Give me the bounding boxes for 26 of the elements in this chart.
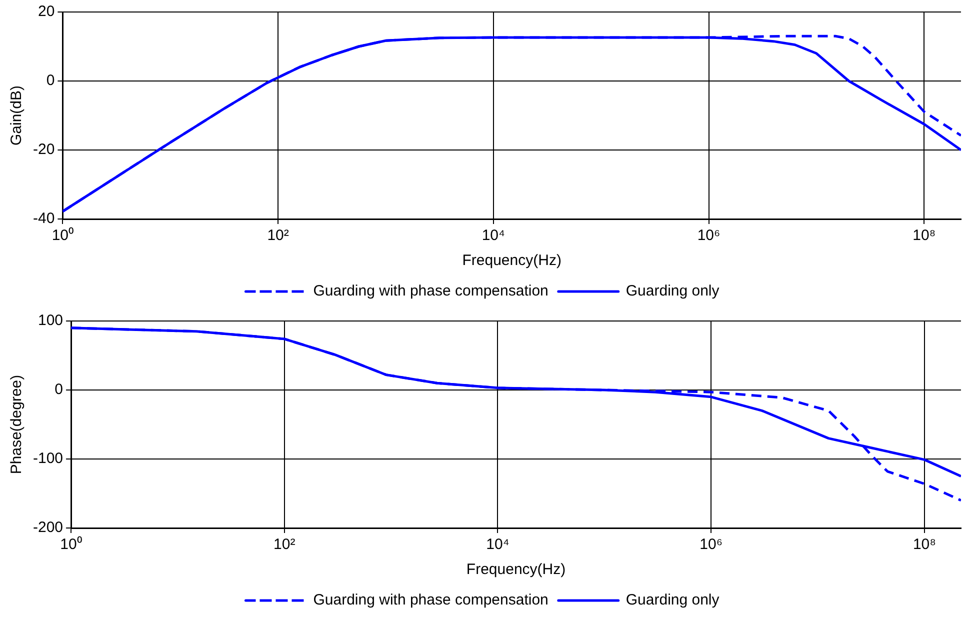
y-tick-label: 0 [54, 381, 64, 398]
y-tick-label: 20 [38, 3, 55, 20]
x-tick-label: 10⁰ [60, 536, 82, 554]
x-axis-title: Frequency(Hz) [466, 561, 566, 578]
x-tick-label: 10⁴ [482, 227, 505, 244]
x-tick-label: 10⁴ [486, 536, 510, 554]
x-tick-label: 10² [274, 536, 296, 554]
x-tick-label: 10⁶ [697, 227, 720, 244]
y-axis-title: Gain(dB) [8, 85, 26, 146]
x-tick-label: 10⁰ [52, 227, 74, 244]
y-tick-label: 0 [46, 72, 55, 90]
x-tick-label: 10⁸ [912, 227, 936, 244]
y-tick-label: -100 [32, 450, 64, 468]
y-tick-label: 100 [38, 312, 64, 330]
x-tick-label: 10² [267, 227, 289, 244]
legend-label: Guarding with phase compensation [313, 282, 548, 300]
x-tick-label: 10⁶ [700, 536, 723, 554]
legend-label: Guarding only [626, 592, 720, 609]
x-axis-title: Frequency(Hz) [462, 252, 562, 270]
legend-label: Guarding only [626, 282, 720, 300]
legend-label: Guarding with phase compensation [313, 592, 548, 609]
y-tick-label: -20 [32, 141, 55, 158]
x-tick-label: 10⁸ [912, 536, 936, 554]
y-tick-label: -40 [32, 210, 55, 228]
y-axis-title: Phase(degree) [8, 374, 26, 474]
y-tick-label: -200 [32, 519, 64, 536]
